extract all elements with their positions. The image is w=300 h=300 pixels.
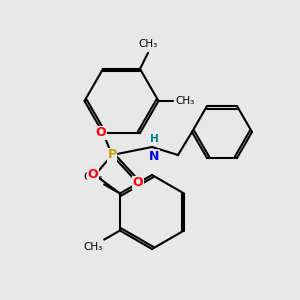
Text: CH₃: CH₃ [138,39,158,49]
Text: P: P [107,148,117,161]
Text: O: O [133,176,143,190]
Text: O: O [88,169,98,182]
Text: H: H [150,134,158,144]
Text: N: N [149,150,159,163]
Text: CH₃: CH₃ [176,96,195,106]
Text: CH₃: CH₃ [83,242,102,251]
Text: CH₃: CH₃ [83,172,102,182]
Text: O: O [96,127,106,140]
